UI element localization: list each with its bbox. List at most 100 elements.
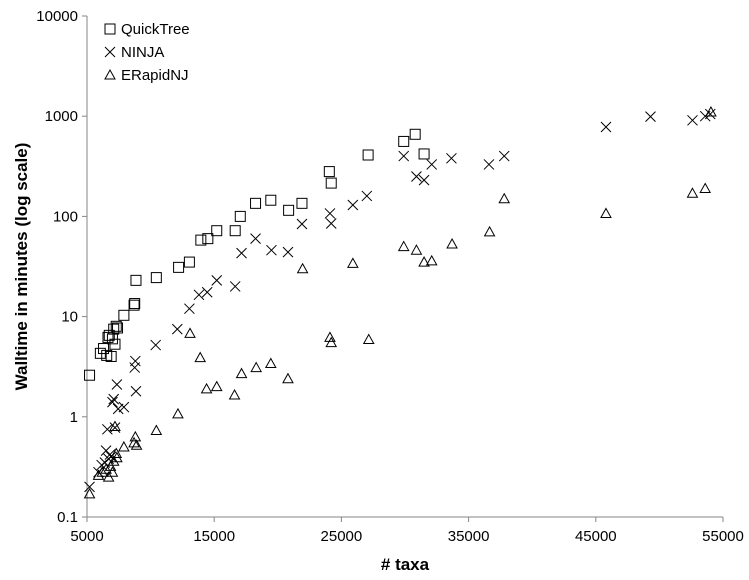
data-point (193, 289, 205, 301)
data-point (210, 380, 223, 392)
legend: QuickTree NINJA ERapidNJ (104, 21, 190, 84)
data-point (699, 182, 712, 193)
data-point (324, 331, 336, 342)
data-point (362, 333, 375, 345)
data-point (128, 299, 140, 311)
data-point (107, 396, 118, 408)
data-point (282, 372, 294, 384)
data-point (172, 407, 184, 419)
data-point (150, 339, 162, 351)
data-point (446, 237, 458, 249)
data-point (266, 244, 277, 256)
data-point (211, 275, 223, 286)
data-point (109, 420, 121, 432)
data-point (183, 256, 195, 268)
data-point (704, 108, 716, 120)
data-point (130, 439, 143, 450)
data-point (409, 128, 421, 140)
data-point (600, 121, 612, 133)
data-point (201, 286, 213, 298)
data-point (112, 322, 124, 334)
data-point (200, 382, 213, 394)
data-point (102, 331, 114, 343)
data-point (171, 323, 183, 335)
y-tick-label: 0.1 (57, 509, 78, 526)
data-point (107, 455, 120, 466)
data-point (296, 262, 309, 274)
x-tick-label: 15000 (193, 528, 235, 545)
data-point (202, 233, 214, 245)
data-point (446, 152, 457, 164)
data-point (130, 385, 142, 397)
data-point (150, 272, 162, 284)
data-point (687, 114, 698, 126)
data-point (323, 166, 335, 178)
data-point (83, 487, 96, 499)
data-point (101, 349, 113, 361)
data-point (283, 204, 295, 216)
data-point (347, 199, 359, 211)
data-point (106, 466, 119, 477)
x-tick-label: 45000 (575, 528, 617, 545)
data-point (705, 106, 717, 117)
data-point (129, 430, 142, 442)
data-point (108, 393, 120, 405)
series-erapidnj (83, 106, 717, 499)
data-point (105, 350, 117, 362)
data-point (426, 159, 438, 170)
data-point (265, 194, 277, 206)
data-point (108, 323, 120, 335)
legend-label: NINJA (121, 44, 164, 61)
data-point (229, 225, 241, 237)
data-point (184, 303, 195, 315)
data-point (103, 329, 115, 341)
data-point (229, 281, 241, 292)
y-tick-label: 10000 (36, 8, 78, 25)
data-point (129, 298, 141, 310)
legend-label: QuickTree (121, 21, 190, 38)
y-tick-label: 100 (53, 208, 78, 225)
data-point (84, 369, 96, 381)
data-point (235, 367, 248, 379)
x-tick-label: 5000 (70, 528, 103, 545)
y-tick-label: 1 (70, 409, 78, 426)
data-point (236, 247, 247, 259)
data-point (184, 327, 196, 338)
y-axis-ticks: 0.1 1 10 100 1000 10000 (36, 8, 87, 526)
data-point (296, 197, 308, 209)
data-point (483, 159, 495, 170)
data-point (250, 233, 261, 244)
data-point (250, 197, 262, 209)
legend-marker (104, 68, 116, 80)
data-point (645, 111, 656, 122)
x-tick-label: 35000 (448, 528, 490, 545)
data-point (250, 361, 263, 373)
data-point (398, 150, 410, 162)
data-point (686, 187, 699, 198)
data-point (100, 463, 112, 474)
data-point (112, 403, 124, 415)
data-point (111, 379, 123, 390)
data-point (101, 423, 113, 435)
data-point (411, 171, 422, 182)
data-point (128, 436, 140, 448)
data-point (96, 466, 109, 477)
x-tick-label: 55000 (702, 528, 744, 545)
data-point (109, 338, 121, 350)
data-point (118, 440, 130, 452)
data-point (346, 257, 359, 268)
data-point (92, 469, 105, 480)
axes (86, 16, 723, 518)
data-point (325, 336, 338, 348)
data-point (110, 447, 123, 459)
data-point (425, 254, 438, 266)
data-point (418, 256, 430, 267)
data-point (98, 343, 110, 355)
data-point (282, 246, 294, 258)
data-point (228, 388, 241, 400)
data-point (324, 208, 336, 219)
x-axis-title: # taxa (381, 555, 430, 574)
legend-marker (104, 46, 116, 58)
data-point (234, 210, 246, 222)
